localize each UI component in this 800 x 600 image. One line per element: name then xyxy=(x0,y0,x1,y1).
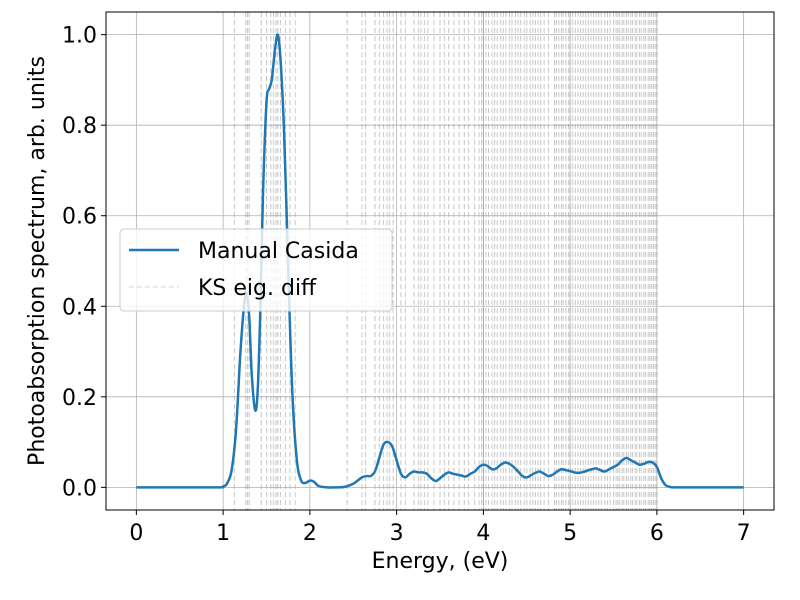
axes-frame xyxy=(105,11,775,511)
manual-casida-line xyxy=(136,33,744,489)
legend-box xyxy=(119,228,393,312)
x-tick-label: 1 xyxy=(216,521,230,546)
x-tick-label: 3 xyxy=(390,521,404,546)
legend-label-manual-casida: Manual Casida xyxy=(198,239,359,264)
x-axis-label: Energy, (eV) xyxy=(372,549,509,574)
y-axis-label: Photoabsorption spectrum, arb. units xyxy=(25,56,50,466)
y-tick-label: 0.0 xyxy=(62,476,97,501)
ticks: 0 1 2 3 4 5 6 7 0.0 0.2 0.4 0.6 0.8 1.0 xyxy=(62,24,751,546)
x-tick-label: 4 xyxy=(476,521,490,546)
legend: Manual Casida KS eig. diff xyxy=(119,228,393,312)
x-tick-label: 0 xyxy=(129,521,143,546)
y-tick-label: 0.8 xyxy=(62,114,97,139)
y-tick-label: 0.2 xyxy=(62,386,97,411)
manual-casida-series xyxy=(136,33,744,489)
x-tick-label: 7 xyxy=(737,521,751,546)
legend-label-ks-eig-diff: KS eig. diff xyxy=(198,276,317,301)
x-tick-label: 2 xyxy=(303,521,317,546)
y-tick-label: 1.0 xyxy=(62,24,97,49)
x-tick-label: 6 xyxy=(650,521,664,546)
y-tick-label: 0.4 xyxy=(62,295,97,320)
y-tick-label: 0.6 xyxy=(62,205,97,230)
x-tick-label: 5 xyxy=(563,521,577,546)
